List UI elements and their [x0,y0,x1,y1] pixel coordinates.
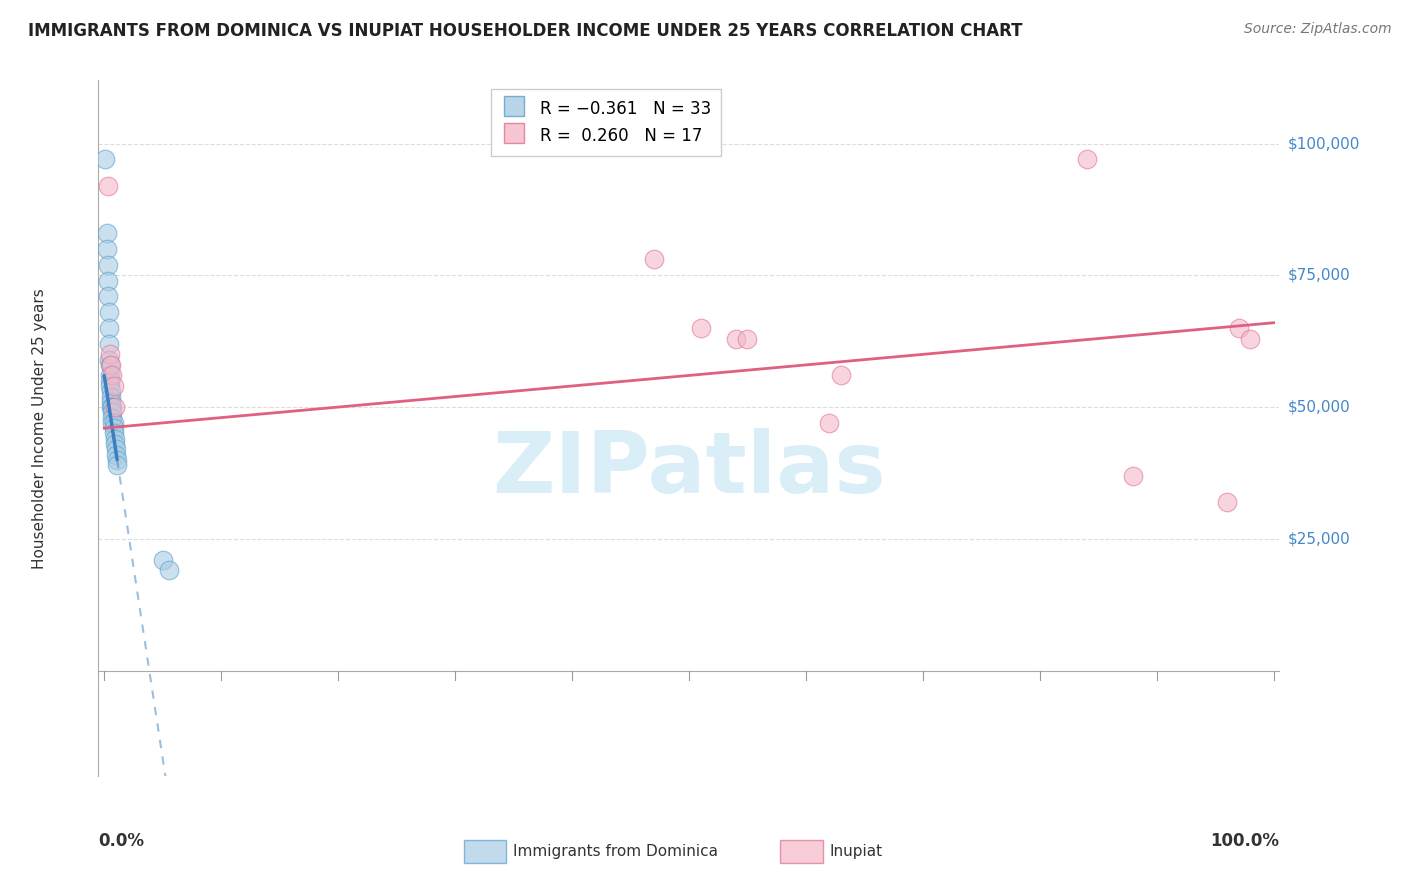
Text: IMMIGRANTS FROM DOMINICA VS INUPIAT HOUSEHOLDER INCOME UNDER 25 YEARS CORRELATIO: IMMIGRANTS FROM DOMINICA VS INUPIAT HOUS… [28,22,1022,40]
Point [105,458,128,472]
Point [103,426,125,441]
Point [643,252,665,267]
Point [101,400,124,414]
Point [818,416,841,430]
Point [105,452,128,467]
Point [97,305,120,319]
Point [100,358,122,372]
Text: 0.0%: 0.0% [98,831,145,850]
Point [152,553,174,567]
Point [104,442,127,457]
Point [101,416,124,430]
Point [98,374,121,388]
Point [103,416,125,430]
Point [104,437,127,451]
Text: $100,000: $100,000 [1288,136,1360,151]
Text: ZIPatlas: ZIPatlas [492,428,886,511]
Point [157,564,180,578]
Point [737,332,759,346]
Point [1122,468,1144,483]
Point [98,347,121,361]
Point [1239,332,1261,346]
Point [94,153,117,167]
Point [97,336,120,351]
Text: $25,000: $25,000 [1288,532,1351,546]
Point [98,379,121,393]
Point [689,321,711,335]
Point [97,352,120,367]
Text: Householder Income Under 25 years: Householder Income Under 25 years [32,288,46,568]
Point [101,410,124,425]
Point [104,432,127,446]
Point [101,368,124,383]
Point [724,332,747,346]
Point [97,178,120,193]
Text: Immigrants from Dominica: Immigrants from Dominica [513,845,718,859]
Point [104,400,127,414]
Point [96,242,118,256]
Point [103,379,125,393]
Point [103,421,125,435]
Point [100,394,122,409]
Point [104,448,127,462]
Text: 100.0%: 100.0% [1211,831,1279,850]
Point [101,405,124,419]
Point [100,390,122,404]
Point [830,368,852,383]
Point [1076,153,1098,167]
Point [98,368,121,383]
Point [97,321,120,335]
Text: $50,000: $50,000 [1288,400,1351,415]
Point [97,289,120,303]
Point [1216,495,1239,509]
Text: Inupiat: Inupiat [830,845,883,859]
Text: Source: ZipAtlas.com: Source: ZipAtlas.com [1244,22,1392,37]
Text: $75,000: $75,000 [1288,268,1351,283]
Point [1227,321,1250,335]
Point [100,400,122,414]
Point [98,358,121,372]
Point [100,384,122,399]
Point [97,258,120,272]
Legend: R = −0.361   N = 33, R =  0.260   N = 17: R = −0.361 N = 33, R = 0.260 N = 17 [492,88,721,156]
Point [96,226,118,240]
Point [97,274,120,288]
